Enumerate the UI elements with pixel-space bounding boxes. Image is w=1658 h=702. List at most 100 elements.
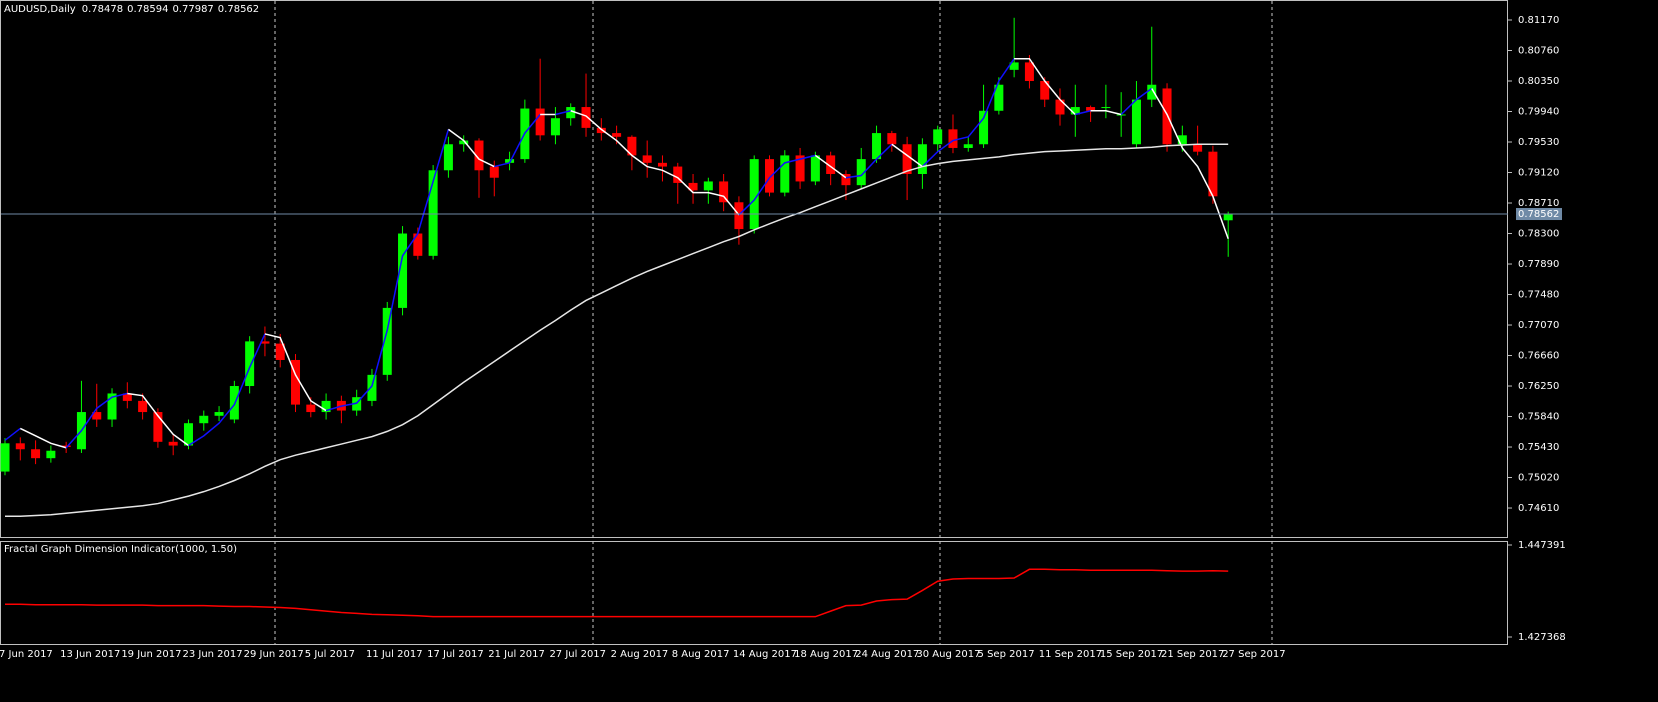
symbol: AUDUSD,Daily <box>4 4 76 15</box>
candle-body <box>1086 107 1096 111</box>
x-tick-label: 8 Aug 2017 <box>672 649 730 660</box>
candle-body <box>214 412 224 416</box>
candle-body <box>413 233 423 256</box>
x-tick-label: 5 Sep 2017 <box>978 649 1035 660</box>
candle-body <box>382 307 392 375</box>
candle-body <box>92 412 102 420</box>
y-tick-label: 0.79120 <box>1518 168 1559 179</box>
indicator-title: Fractal Graph Dimension Indicator(1000, … <box>4 544 237 555</box>
chart-header: AUDUSD,Daily 0.78478 0.78594 0.77987 0.78562 <box>4 4 259 15</box>
x-tick-label: 11 Sep 2017 <box>1039 649 1102 660</box>
current-price-label: 0.78562 <box>1518 209 1559 220</box>
candle-body <box>1131 99 1141 145</box>
candle-body <box>703 181 713 191</box>
candle-body <box>994 84 1004 111</box>
candle-body <box>505 159 515 163</box>
candle-body <box>826 155 836 175</box>
candle-body <box>1101 107 1111 109</box>
indicator-line <box>325 129 450 412</box>
candle-body <box>199 415 209 424</box>
x-tick-label: 11 Jul 2017 <box>366 649 423 660</box>
y-tick-label: 0.80760 <box>1518 46 1559 57</box>
candle-body <box>428 170 438 256</box>
x-tick-label: 27 Sep 2017 <box>1222 649 1285 660</box>
candle-body <box>581 107 591 128</box>
y-tick-label: 0.77480 <box>1518 290 1559 301</box>
y-tick-label: 0.75430 <box>1518 442 1559 453</box>
candle-body <box>306 404 316 413</box>
candle-body <box>627 136 637 156</box>
x-tick-label: 5 Jul 2017 <box>305 649 355 660</box>
candle-body <box>1040 81 1050 100</box>
candle-body <box>459 140 469 145</box>
y-tick-label: 0.81170 <box>1518 15 1559 26</box>
indicator-line <box>188 333 266 447</box>
candle-body <box>1009 62 1019 70</box>
sub-panel-border <box>0 541 1508 645</box>
header-high: 0.78594 <box>127 4 168 15</box>
x-tick-label: 24 Aug 2017 <box>855 649 919 660</box>
candle-body <box>749 159 759 230</box>
indicator-line <box>738 154 816 216</box>
indicator-line <box>19 427 67 449</box>
indicator-line <box>264 333 327 412</box>
y-tick-label: 0.76660 <box>1518 351 1559 362</box>
header-low: 0.77987 <box>172 4 213 15</box>
x-tick-label: 21 Jul 2017 <box>488 649 545 660</box>
candle-body <box>566 107 576 119</box>
candle-body <box>1116 114 1126 116</box>
indicator-line <box>921 58 1015 168</box>
y-tick-label: 0.77070 <box>1518 320 1559 331</box>
indicator-line <box>555 110 571 116</box>
x-tick-label: 23 Jun 2017 <box>182 649 242 660</box>
x-tick-label: 29 Jun 2017 <box>244 649 304 660</box>
current-price-box <box>1516 208 1562 221</box>
candle-body <box>489 166 499 178</box>
frame <box>0 0 1508 645</box>
x-tick-label: 19 Jun 2017 <box>121 649 181 660</box>
x-tick-label: 21 Sep 2017 <box>1161 649 1224 660</box>
x-tick-label: 14 Aug 2017 <box>733 649 797 660</box>
candle-body <box>612 133 622 137</box>
indicator-line <box>891 143 923 168</box>
candle-body <box>841 174 851 186</box>
candle-body <box>688 182 698 191</box>
candle-body <box>535 108 545 136</box>
candle-body <box>107 393 117 420</box>
y-tick-label: 0.79530 <box>1518 137 1559 148</box>
candle-body <box>275 343 285 360</box>
indicator-line <box>127 392 189 447</box>
indicator-line <box>1014 57 1076 116</box>
candle-body <box>596 127 606 134</box>
candle-body <box>673 166 683 183</box>
header-open: 0.78478 <box>82 4 123 15</box>
candle-body <box>1147 84 1157 100</box>
candle-body <box>260 341 270 344</box>
indicator-line <box>814 154 847 179</box>
candle-body <box>1177 135 1187 145</box>
y-tick-label: 1.427368 <box>1518 632 1566 643</box>
candle-body <box>15 443 25 450</box>
x-tick-label: 13 Jun 2017 <box>60 649 120 660</box>
indicator-line <box>570 110 740 216</box>
x-tick-label: 30 Aug 2017 <box>916 649 980 660</box>
candle-body <box>1162 88 1172 145</box>
candle-body <box>810 155 820 182</box>
indicator-line <box>5 568 1229 618</box>
candle-body <box>1208 151 1218 197</box>
candle-body <box>474 140 484 171</box>
candle-body <box>1024 62 1034 82</box>
candle-body <box>0 443 10 472</box>
y-tick-label: 0.79940 <box>1518 107 1559 118</box>
x-tick-label: 7 Jun 2017 <box>0 649 53 660</box>
y-tick-label: 1.447391 <box>1518 540 1566 551</box>
indicator-line <box>5 143 1229 517</box>
indicator-line <box>1075 110 1091 116</box>
main-panel-border <box>0 0 1508 538</box>
indicator-line <box>494 114 541 168</box>
candle-body <box>902 144 912 175</box>
indicator-line <box>447 128 495 168</box>
candle-body <box>1193 144 1203 152</box>
